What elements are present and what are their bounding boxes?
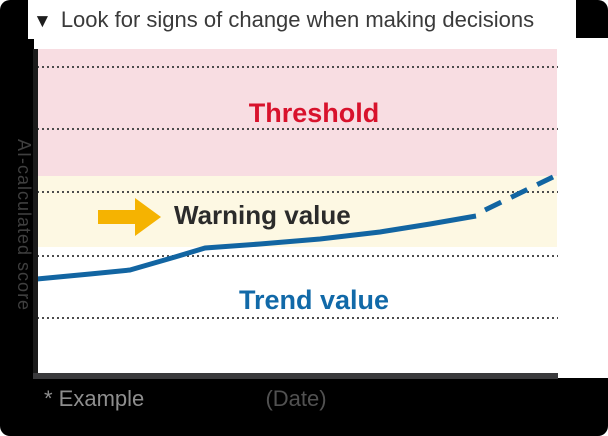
trend-label: Trend value — [238, 285, 390, 315]
trend-line-dashed — [483, 174, 555, 213]
x-axis-label: (Date) — [265, 386, 327, 411]
triangle-bullet-icon: ▼ — [33, 11, 52, 32]
figure-title: ▼ Look for signs of change when making de… — [33, 0, 534, 39]
title-box: ▼ Look for signs of change when making de… — [28, 0, 576, 39]
y-axis-line — [33, 49, 38, 379]
threshold-zone — [37, 49, 557, 176]
guide-line-5 — [37, 317, 558, 319]
x-axis-line — [33, 373, 558, 379]
right-arrow-shape — [98, 198, 161, 236]
guide-line-2 — [37, 128, 558, 130]
trend-line-solid — [36, 213, 477, 282]
figure-title-text: Look for signs of change when making dec… — [60, 7, 535, 32]
right-arrow-icon — [98, 197, 162, 237]
guide-line-4 — [37, 255, 558, 257]
chart-panel: Threshold Warning value Trend value — [33, 38, 608, 379]
warning-label: Warning value — [174, 200, 351, 230]
example-footnote: * Example — [44, 386, 145, 411]
threshold-label: Threshold — [248, 98, 380, 128]
trend-line-chart — [36, 174, 555, 282]
y-axis-label: AI-calculated score — [14, 138, 34, 312]
guide-line-1 — [37, 66, 558, 68]
guide-line-3 — [37, 191, 558, 193]
